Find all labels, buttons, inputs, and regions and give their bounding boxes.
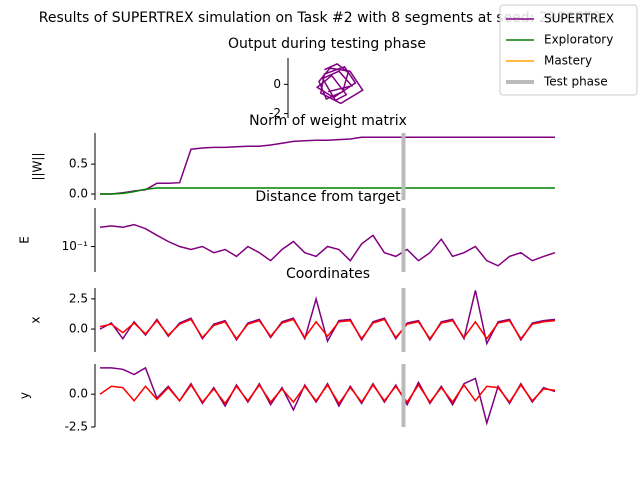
y-tick-label: 0.0 [69,387,88,401]
series-line [99,223,556,267]
panel-title: Distance from target [255,189,401,205]
y-axis-label: x [29,316,43,323]
legend-label: Mastery [544,54,592,68]
series-line [315,63,364,105]
y-axis-label: ||W|| [31,152,45,180]
legend-label: SUPERTREX [544,12,614,26]
y-tick-label: 2.5 [69,291,88,305]
series-line [100,136,555,195]
y-axis-label: E [18,236,32,244]
y-tick-label: 10⁻¹ [62,239,89,253]
series-line [100,366,556,426]
y-tick-label: -2.5 [65,420,88,434]
y-axis-label: y [18,392,32,399]
legend-box [499,4,638,96]
y-tick-label: -2 [269,106,281,120]
series-line [99,318,556,341]
figure-title: Results of SUPERTREX simulation on Task … [39,10,601,26]
panel-title: Coordinates [286,266,370,282]
legend: SUPERTREX Exploratory Mastery Test phase [499,4,638,96]
y-tick-label: 0.5 [69,157,88,171]
series-line [99,383,556,405]
legend-label: Exploratory [544,33,613,47]
y-tick-label: 0.0 [69,187,88,201]
panel-title: Norm of weight matrix [249,113,407,129]
legend-label: Test phase [543,75,608,89]
y-tick-label: 0 [273,77,281,91]
series-line [100,187,555,195]
y-tick-label: 0.0 [69,322,88,336]
panel-title: Output during testing phase [228,36,426,52]
